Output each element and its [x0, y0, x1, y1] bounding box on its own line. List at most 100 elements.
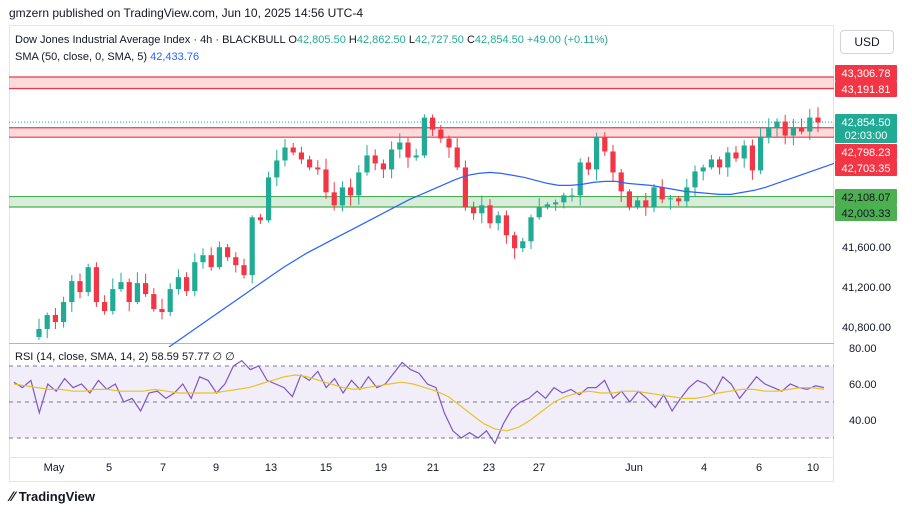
candle-body	[200, 255, 206, 263]
candle-body	[372, 155, 378, 164]
candle-body	[364, 155, 370, 173]
candle-body	[700, 167, 706, 172]
change-value: +49.00 (+0.11%)	[526, 34, 609, 46]
candle-body	[758, 137, 764, 171]
price-label: 42,798.23	[842, 147, 891, 159]
high-value: 42,862.50	[356, 34, 406, 46]
candle-body	[405, 142, 411, 158]
candle-body	[446, 138, 452, 148]
rsi-tick-label: 80.00	[849, 343, 877, 355]
candle-body	[774, 121, 780, 128]
candle-body	[733, 152, 739, 159]
candle-body	[749, 145, 755, 171]
price-axis[interactable]: 41,200.00 41,600.00 40,800.00 80.00 60.00 40.…	[835, 25, 912, 482]
ohlc-row: Dow Jones Industrial Average Index · 4h …	[15, 32, 608, 49]
low-label: L	[408, 34, 415, 46]
rsi-tick-label: 60.00	[849, 379, 877, 391]
candle-body	[216, 247, 222, 268]
candle-body	[659, 187, 665, 200]
rsi-label: RSI (14, close, SMA, 14, 2)	[15, 351, 149, 363]
candle-body	[93, 267, 99, 303]
candle-body	[397, 142, 403, 150]
candle-body	[782, 121, 788, 136]
price-axis-svg: 41,200.00 41,600.00 40,800.00 80.00 60.00 40.…	[835, 65, 897, 427]
x-tick-label: 7	[160, 462, 166, 474]
price-label-bg	[835, 127, 897, 143]
x-tick-label: 6	[756, 462, 762, 474]
price-label-bg	[835, 189, 897, 205]
candle-body	[553, 202, 559, 205]
candle-body	[77, 281, 83, 293]
candle-body	[167, 289, 173, 313]
candle-body	[471, 207, 477, 214]
candle-body	[159, 309, 165, 313]
tradingview-mark-icon: ⁄⁄	[10, 488, 15, 504]
publisher-line: gmzern published on TradingView.com, Jun…	[9, 6, 363, 20]
candle-body	[487, 205, 493, 224]
price-label: 43,191.81	[842, 84, 891, 96]
close-label: C	[466, 34, 475, 46]
candle-body	[626, 191, 632, 208]
zone-1	[9, 127, 834, 138]
x-tick-label: 10	[807, 462, 819, 474]
x-tick-label: 15	[320, 462, 332, 474]
candle-body	[725, 152, 731, 168]
candle-body	[44, 315, 50, 329]
rsi-value: 58.59	[151, 351, 179, 363]
candle-body	[454, 147, 460, 168]
rsi-tick-label: 40.00	[849, 415, 877, 427]
open-value: 42,805.50	[296, 34, 346, 46]
symbol-name: Dow Jones Industrial Average Index · 4h …	[15, 34, 286, 46]
candle-body	[544, 204, 550, 208]
zone-0	[9, 77, 834, 89]
rsi-sma-value: 57.77	[181, 351, 210, 363]
rsi-extra: ∅ ∅	[212, 351, 235, 363]
tradingview-logo[interactable]: ⁄⁄ TradingView	[10, 488, 95, 504]
candle-body	[184, 277, 190, 292]
candle-body	[569, 195, 575, 197]
price-tick-label: 40,800.00	[842, 322, 891, 334]
price-label-bg	[835, 65, 897, 81]
sma-label: SMA (50, close, 0, SMA, 5)	[15, 51, 148, 63]
candle-body	[274, 160, 280, 178]
symbol-legend: Dow Jones Industrial Average Index · 4h …	[15, 32, 608, 66]
price-label-bg	[835, 81, 897, 97]
candle-body	[126, 282, 132, 303]
price-label: 42,003.33	[842, 208, 891, 220]
candle-body	[380, 163, 386, 170]
rsi-line	[13, 359, 825, 445]
price-label-bg	[835, 144, 897, 160]
candle-body	[175, 277, 181, 290]
rsi-ma-line	[13, 374, 825, 432]
chart-border	[9, 25, 834, 482]
candle-body	[651, 187, 657, 208]
candle-body	[208, 255, 214, 268]
candle-body	[225, 247, 231, 258]
candle-body	[692, 171, 698, 188]
candle-body	[684, 187, 690, 202]
chart-area[interactable]: May 5 7 9 13 15 19 21 23 27 Jun 4 6 10	[9, 25, 835, 482]
candle-body	[708, 159, 714, 168]
candle-body	[290, 147, 296, 153]
candle-body	[85, 267, 91, 293]
candle-body	[118, 282, 124, 290]
candle-body	[479, 205, 485, 214]
candle-body	[323, 169, 329, 193]
candle-body	[249, 217, 255, 276]
x-tick-label: May	[44, 462, 65, 474]
candle-body	[585, 162, 591, 170]
candle-body	[815, 117, 821, 123]
price-label-bg	[835, 160, 897, 176]
candle-body	[635, 200, 641, 208]
x-tick-label: 5	[106, 462, 112, 474]
candle-body	[36, 328, 42, 337]
candle-body	[102, 302, 108, 312]
price-label: 02:03:00	[845, 130, 888, 142]
candle-body	[430, 117, 436, 130]
close-value: 42,854.50	[474, 34, 524, 46]
high-label: H	[348, 34, 357, 46]
sma-value: 42,433.76	[150, 51, 200, 63]
currency-button[interactable]: USD	[840, 30, 894, 54]
sma-row: SMA (50, close, 0, SMA, 5) 42,433.76	[15, 49, 608, 66]
price-label: 42,703.35	[842, 163, 891, 175]
